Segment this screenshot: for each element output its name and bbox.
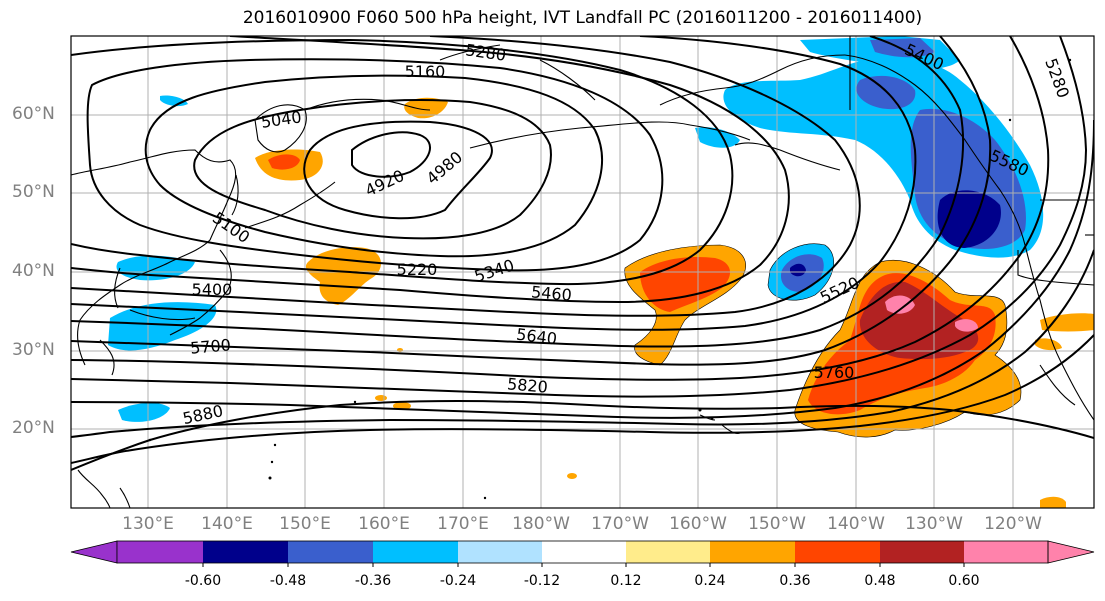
lon-label: 170°W bbox=[591, 514, 649, 534]
colorbar-outline bbox=[116, 540, 1049, 564]
colorbar-swatch bbox=[117, 541, 203, 563]
colorbar-tick-label: 0.24 bbox=[694, 573, 726, 589]
lon-label: 140°E bbox=[201, 514, 253, 534]
lat-label: 30°N bbox=[12, 340, 55, 360]
lon-label: 130°E bbox=[122, 514, 174, 534]
map-title: 2016010900 F060 500 hPa height, IVT Land… bbox=[242, 8, 923, 28]
colorbar-swatch bbox=[964, 541, 1048, 563]
colorbar-tick-label: 0.48 bbox=[864, 573, 896, 589]
lon-label: 150°E bbox=[279, 514, 331, 534]
lat-label: 50°N bbox=[12, 182, 55, 202]
colorbar-extend-left bbox=[70, 540, 118, 564]
colorbar-tick-label: -0.48 bbox=[269, 573, 307, 589]
coastlines bbox=[71, 36, 1094, 508]
lon-label: 180°W bbox=[512, 514, 570, 534]
colorbar-swatch bbox=[795, 541, 880, 563]
lat-label: 20°N bbox=[12, 418, 55, 438]
lon-label: 130°W bbox=[905, 514, 963, 534]
contour-label: 5460 bbox=[530, 282, 572, 304]
map-frame bbox=[70, 35, 1095, 509]
colorbar-tick-label: -0.24 bbox=[439, 573, 477, 589]
contour-label: 5640 bbox=[515, 325, 558, 349]
lon-label: 140°W bbox=[827, 514, 885, 534]
colorbar-tick-label: -0.36 bbox=[354, 573, 392, 589]
lon-label: 160°E bbox=[358, 514, 410, 534]
lon-label: 150°W bbox=[748, 514, 806, 534]
contour-label: 5400 bbox=[192, 280, 233, 299]
colorbar-swatch bbox=[203, 541, 288, 563]
colorbar-swatch bbox=[373, 541, 458, 563]
colorbar-extend-right bbox=[1047, 540, 1095, 564]
colorbar-tick-label: -0.12 bbox=[523, 573, 561, 589]
contour-label: 5700 bbox=[189, 335, 231, 357]
lon-label: 120°W bbox=[984, 514, 1042, 534]
contour-label: 5160 bbox=[405, 62, 446, 81]
lon-label: 170°E bbox=[437, 514, 489, 534]
colorbar-swatch bbox=[458, 541, 542, 563]
colorbar-tick-label: 0.12 bbox=[610, 573, 642, 589]
height-contours bbox=[71, 36, 1094, 471]
map-gridlines bbox=[71, 36, 1094, 508]
colorbar-tick-label: -0.60 bbox=[184, 573, 222, 589]
colorbar-tick-label: 0.36 bbox=[779, 573, 811, 589]
lon-label: 160°W bbox=[669, 514, 727, 534]
colorbar-swatch bbox=[710, 541, 795, 563]
contour-label: 5820 bbox=[506, 374, 548, 396]
colorbar-swatch bbox=[626, 541, 710, 563]
lat-label: 40°N bbox=[12, 261, 55, 281]
contour-label: 5760 bbox=[814, 363, 855, 382]
contour-label: 5220 bbox=[397, 260, 438, 279]
colorbar-swatch bbox=[288, 541, 373, 563]
colorbar-swatch bbox=[880, 541, 964, 563]
colorbar-tick-label: 0.60 bbox=[948, 573, 980, 589]
lat-label: 60°N bbox=[12, 104, 55, 124]
colorbar bbox=[70, 540, 1095, 567]
colorbar-swatch bbox=[542, 541, 626, 563]
